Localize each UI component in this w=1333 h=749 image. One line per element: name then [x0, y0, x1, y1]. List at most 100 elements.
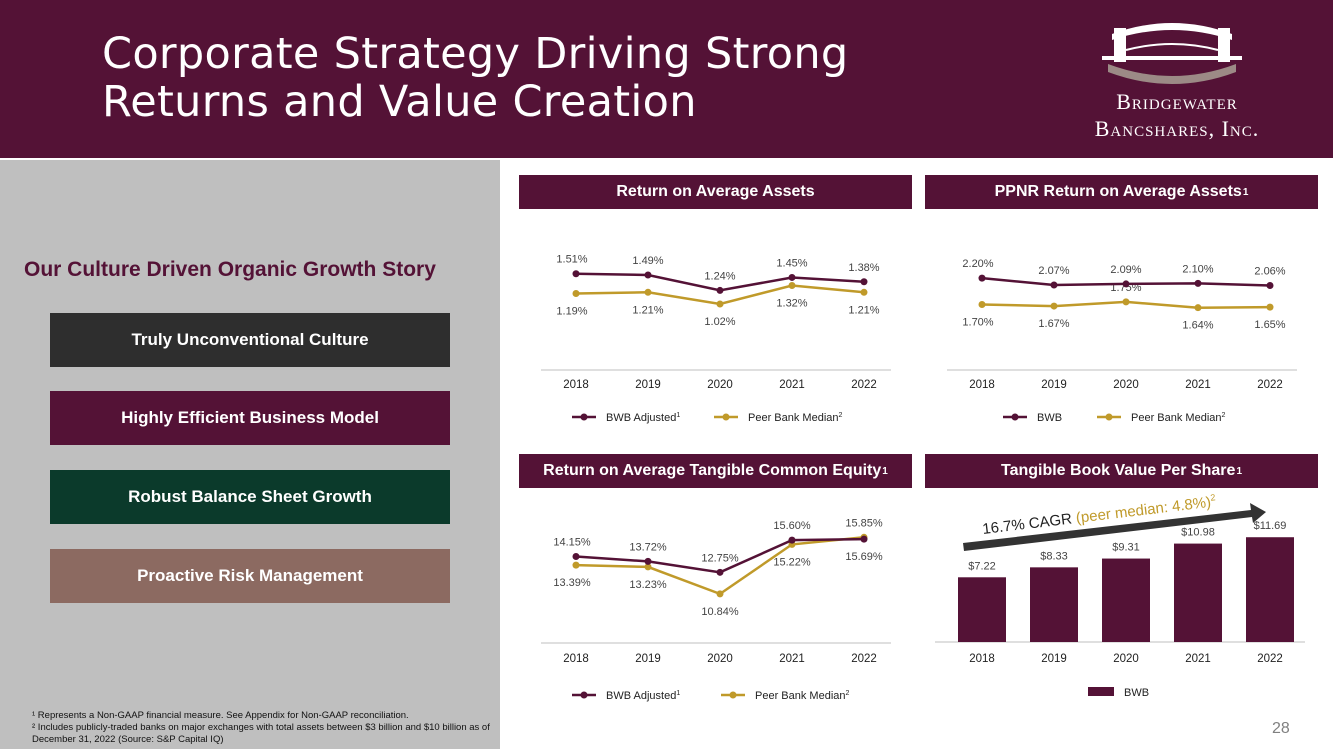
ppnr-x-tick: 2022: [1257, 379, 1283, 391]
roaa-point-peer: [860, 288, 868, 296]
pillar-label: Proactive Risk Management: [137, 566, 363, 585]
rotce-data-label-peer: 13.39%: [553, 577, 591, 589]
ppnr-x-tick: 2020: [1113, 379, 1139, 391]
roaa-data-label-peer: 1.19%: [556, 306, 587, 318]
rotce-point-bwb: [572, 553, 580, 561]
rotce-x-tick: 2020: [707, 653, 733, 665]
company-name-line2: Bancshares, Inc.: [1094, 116, 1260, 141]
story-heading: Our Culture Driven Organic Growth Story: [24, 258, 436, 281]
tbvps-data-label: $10.98: [1181, 527, 1215, 539]
ppnr-title-text: PPNR Return on Average Assets: [994, 183, 1242, 200]
rotce-bwb-legend-item: BWB Adjusted1: [572, 690, 680, 702]
rotce-x-tick: 2019: [635, 653, 661, 665]
rotce-point-bwb: [860, 535, 868, 543]
company-name-line1: Bridgewater: [1116, 89, 1238, 114]
roaa-bwb-legend-marker: [580, 413, 588, 421]
footnote-1: ¹ Represents a Non-GAAP financial measur…: [32, 710, 409, 721]
roaa-x-tick: 2021: [779, 379, 805, 391]
pillar-label: Highly Efficient Business Model: [121, 408, 379, 427]
tbvps-x-tick: 2018: [969, 653, 995, 665]
roaa-data-label-bwb: 1.49%: [632, 255, 663, 267]
rotce-point-bwb: [788, 536, 796, 544]
tbvps-chart-title: Tangible Book Value Per Share 1: [925, 454, 1318, 488]
ppnr-peer-legend-label: Peer Bank Median2: [1131, 412, 1226, 424]
tbvps-legend-swatch: [1088, 687, 1114, 696]
ppnr-x-tick: 2021: [1185, 379, 1211, 391]
rotce-x-tick: 2022: [851, 653, 877, 665]
page-title-line2: Returns and Value Creation: [102, 77, 697, 127]
ppnr-bwb-legend-item: BWB: [1003, 412, 1062, 424]
roaa-peer-legend-label: Peer Bank Median2: [748, 412, 843, 424]
cagr-peer-sup: 2: [1210, 492, 1216, 503]
roaa-data-label-peer: 1.21%: [848, 304, 879, 316]
pillar-label: Truly Unconventional Culture: [131, 330, 369, 349]
ppnr-point-peer: [1122, 298, 1130, 306]
roaa-point-peer: [716, 300, 724, 308]
pillar-balance-sheet: Robust Balance Sheet Growth: [50, 470, 450, 524]
rotce-point-peer: [716, 590, 724, 598]
rotce-data-label-bwb: 14.15%: [553, 537, 591, 549]
ppnr-title-sup: 1: [1242, 186, 1249, 198]
roaa-point-bwb: [716, 286, 724, 294]
roaa-data-label-bwb: 1.51%: [556, 254, 587, 266]
roaa-point-peer: [644, 288, 652, 296]
ppnr-point-bwb: [1266, 282, 1274, 289]
ppnr-peer-legend-marker: [1105, 413, 1113, 421]
bridge-emblem-icon: [1102, 23, 1242, 84]
rotce-point-peer: [644, 563, 652, 571]
roaa-peer-legend-item: Peer Bank Median2: [714, 412, 843, 424]
ppnr-point-bwb: [1122, 280, 1130, 288]
rotce-peer-legend-label: Peer Bank Median2: [755, 690, 850, 702]
company-logo: Bridgewater Bancshares, Inc.: [1062, 16, 1292, 146]
rotce-point-bwb: [716, 568, 724, 576]
ppnr-data-label-bwb: 2.20%: [962, 258, 993, 270]
page-title: Corporate Strategy Driving Strong Return…: [102, 30, 849, 126]
roaa-data-label-bwb: 1.45%: [776, 257, 807, 269]
tbvps-data-label: $8.33: [1040, 550, 1068, 562]
roaa-data-label-peer: 1.02%: [704, 316, 735, 328]
tbvps-x-tick: 2019: [1041, 653, 1067, 665]
rotce-data-label-peer: 15.85%: [845, 517, 883, 529]
tbvps-bar: [1102, 558, 1150, 642]
roaa-chart-title: Return on Average Assets: [519, 175, 912, 209]
rotce-data-label-bwb: 15.69%: [845, 551, 883, 563]
rotce-data-label-peer: 10.84%: [701, 606, 739, 618]
roaa-x-tick: 2020: [707, 379, 733, 391]
rotce-peer-legend-marker: [729, 691, 737, 699]
tbvps-bar: [1246, 537, 1294, 642]
footnotes: ¹ Represents a Non-GAAP financial measur…: [32, 710, 492, 746]
roaa-point-bwb: [788, 273, 796, 281]
ppnr-point-peer: [1266, 303, 1274, 311]
roaa-x-tick: 2019: [635, 379, 661, 391]
rotce-bwb-legend-sup: 1: [676, 690, 680, 697]
ppnr-data-label-bwb: 2.06%: [1254, 266, 1285, 278]
tbvps-title-text: Tangible Book Value Per Share: [1000, 462, 1236, 479]
roaa-point-bwb: [644, 271, 652, 279]
tbvps-data-label: $7.22: [968, 560, 996, 572]
roaa-peer-legend-sup: 2: [839, 412, 843, 419]
page-number: 28: [1272, 720, 1290, 737]
rotce-title-text: Return on Average Tangible Common Equity: [543, 462, 882, 479]
tbvps-x-tick: 2022: [1257, 653, 1283, 665]
rotce-peer-legend-item: Peer Bank Median2: [721, 690, 850, 702]
ppnr-point-bwb: [978, 274, 986, 282]
tbvps-bar: [1174, 543, 1222, 642]
rotce-data-label-peer: 15.22%: [773, 556, 811, 568]
ppnr-bwb-legend-label: BWB: [1037, 412, 1062, 424]
ppnr-peer-legend-item: Peer Bank Median2: [1097, 412, 1226, 424]
tbvps-legend-item: BWB: [1088, 687, 1149, 699]
roaa-x-tick: 2022: [851, 379, 877, 391]
ppnr-data-label-bwb: 2.09%: [1110, 264, 1141, 276]
roaa-data-label-bwb: 1.38%: [848, 262, 879, 274]
tbvps-data-label: $11.69: [1254, 520, 1287, 532]
ppnr-bwb-legend-marker: [1011, 413, 1019, 421]
ppnr-point-peer: [978, 301, 986, 308]
ppnr-data-label-peer: 1.64%: [1182, 320, 1213, 332]
rotce-line-chart: 2018 2019 2020 2021 2022 13.39% 13.23% 10.84% 15…: [541, 517, 891, 702]
ppnr-x-tick: 2019: [1041, 379, 1067, 391]
ppnr-data-label-peer: 1.67%: [1038, 318, 1069, 330]
rotce-data-label-bwb: 13.72%: [629, 541, 667, 553]
pillar-culture: Truly Unconventional Culture: [50, 313, 450, 367]
roaa-title-text: Return on Average Assets: [616, 183, 815, 200]
ppnr-chart-title: PPNR Return on Average Assets 1: [925, 175, 1318, 209]
